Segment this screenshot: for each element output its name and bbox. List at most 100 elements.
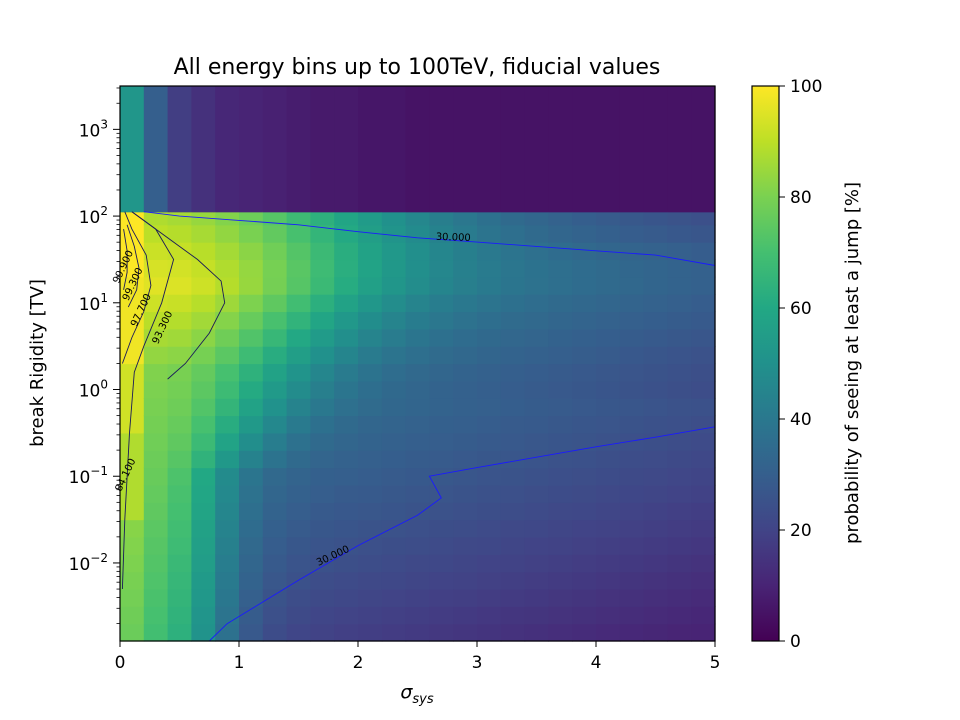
heatmap-cell [572,380,597,399]
heatmap-cell [477,328,502,347]
heatmap-cell [358,211,383,226]
heatmap-cell [477,224,502,243]
heatmap-cell [334,502,359,521]
heatmap-cell [191,415,216,434]
heatmap-cell [191,86,216,213]
heatmap-cell [191,606,216,625]
heatmap-cell [215,86,240,213]
heatmap-cell [429,415,454,434]
colorbar-tick-label: 60 [790,299,812,319]
heatmap-cell [524,346,549,365]
heatmap-cell [453,554,478,573]
heatmap-cell [334,536,359,555]
heatmap-cell [215,432,240,451]
heatmap-cell [572,502,597,521]
heatmap-cell [215,380,240,399]
heatmap-cell [453,363,478,382]
heatmap-cell [572,294,597,313]
heatmap-cell [167,328,192,347]
heatmap-cell [143,536,169,555]
heatmap-cell [524,86,549,213]
heatmap-cell [215,346,240,365]
heatmap-cell [643,467,668,486]
heatmap-cell [667,502,692,521]
heatmap-cell [548,502,573,521]
heatmap-cell [405,623,430,642]
heatmap-cell [619,211,645,226]
heatmap-cell [120,380,145,399]
heatmap-cell [691,398,716,417]
heatmap-cell [548,484,573,503]
heatmap-cell [477,450,502,469]
heatmap-cell [358,242,383,261]
heatmap-cell [334,328,359,347]
heatmap-cell [167,294,192,313]
heatmap-cell [262,606,288,625]
heatmap-cell [548,276,573,295]
heatmap-cell [453,450,478,469]
heatmap-cell [596,363,621,382]
heatmap-cell [381,502,407,521]
heatmap-cell [477,276,502,295]
heatmap-cell [381,346,407,365]
heatmap-cell [405,380,430,399]
heatmap-cell [596,623,621,642]
heatmap-cell [548,415,573,434]
heatmap-cell [381,276,407,295]
x-axis: 0 1 2 3 4 5 [115,641,720,673]
heatmap-cell [143,86,169,213]
heatmap-cell [167,502,192,521]
heatmap-cell [381,536,407,555]
heatmap-cell [167,519,192,538]
heatmap-cell [310,623,335,642]
heatmap-cell [381,554,407,573]
heatmap-cell [239,484,264,503]
heatmap-cell [596,328,621,347]
contour-line [123,229,128,290]
heatmap-cell [691,276,716,295]
heatmap-cell [167,432,192,451]
contour-line [143,211,716,266]
heatmap-cell [405,588,430,607]
heatmap-cell [239,346,264,365]
heatmap-cell [191,276,216,295]
heatmap-cell [286,346,311,365]
heatmap-cell [143,363,169,382]
heatmap-cell [167,363,192,382]
heatmap-cell [596,380,621,399]
heatmap-cell [500,380,526,399]
heatmap-cell [477,571,502,590]
heatmap-cell [500,588,526,607]
heatmap-cell [405,346,430,365]
heatmap-cell [596,450,621,469]
heatmap-cell [310,363,335,382]
heatmap-cell [405,484,430,503]
heatmap-cell [524,380,549,399]
heatmap-cell [619,606,645,625]
heatmap-cell [453,467,478,486]
heatmap-cell [429,311,454,330]
heatmap-cell [500,606,526,625]
heatmap-cell [381,415,407,434]
heatmap-cell [286,536,311,555]
heatmap-cell [239,502,264,521]
heatmap-cell [619,484,645,503]
heatmap-cell [334,450,359,469]
heatmap-cell [358,276,383,295]
heatmap-cell [596,519,621,538]
heatmap-cell [239,519,264,538]
heatmap-cell [334,311,359,330]
heatmap-cell [262,519,288,538]
heatmap-cell [120,432,145,451]
heatmap-cell [667,606,692,625]
heatmap-cell [667,554,692,573]
heatmap-cell [596,294,621,313]
heatmap-cell [667,363,692,382]
heatmap-cell [524,311,549,330]
contour-line [121,211,152,364]
heatmap-cell [500,623,526,642]
heatmap-cell [239,276,264,295]
heatmap-cell [358,588,383,607]
heatmap-cell [691,242,716,261]
heatmap-cell [358,415,383,434]
